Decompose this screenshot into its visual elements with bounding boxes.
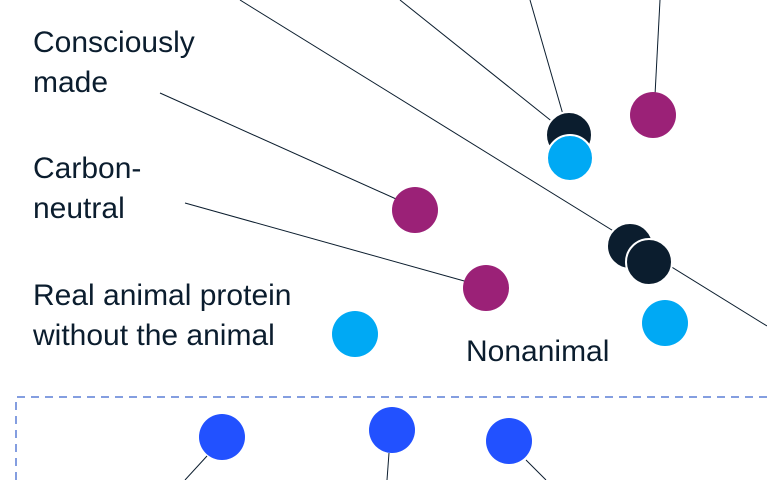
label-line: Carbon- [33,152,141,185]
connector-lines [159,0,767,480]
connector [184,202,476,285]
dot [199,414,245,460]
dot [369,407,415,453]
connector [159,92,406,204]
connector [184,455,208,480]
dot [642,300,688,346]
label-line: neutral [33,192,125,225]
connector [529,0,567,126]
dot [546,134,594,182]
dot [392,187,438,233]
label-line: without the animal [32,319,275,352]
label-line: made [33,66,108,99]
label-line: Consciously [33,26,195,59]
dots [199,92,688,464]
label-line: Real animal protein [33,279,291,312]
dot [332,311,378,357]
region-label: Nonanimal [466,335,609,368]
dot [486,418,532,464]
dot [630,92,676,138]
connector [239,0,767,327]
dot [625,238,673,286]
connector [525,459,547,480]
connector [399,0,570,136]
connector [654,0,661,96]
dot [463,265,509,311]
connector [386,452,390,480]
